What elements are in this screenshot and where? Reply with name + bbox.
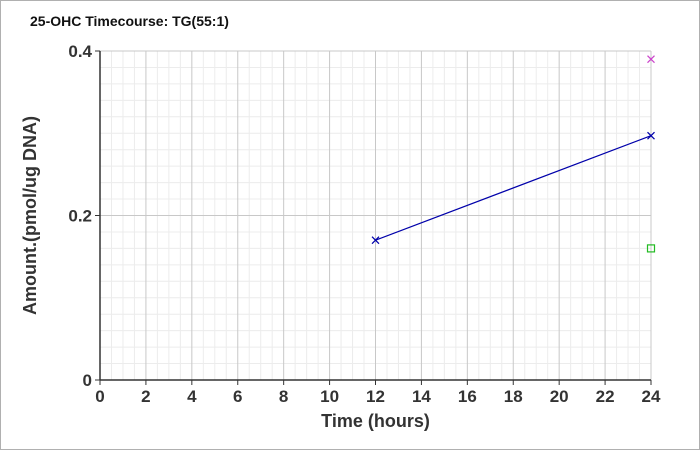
- x-tick-label: 4: [187, 387, 197, 406]
- x-tick-label: 10: [320, 387, 339, 406]
- x-tick-label: 6: [233, 387, 242, 406]
- data-point-x-marker: [647, 55, 655, 64]
- x-tick-label: 8: [279, 387, 288, 406]
- x-tick-label: 2: [141, 387, 150, 406]
- y-axis-label: Amount.(pmol/ug DNA): [20, 116, 40, 315]
- y-tick-label: 0.2: [68, 207, 92, 226]
- data-point-x-marker: [647, 131, 655, 140]
- x-tick-label: 14: [412, 387, 431, 406]
- x-tick-label: 0: [95, 387, 104, 406]
- series-line: [375, 135, 652, 241]
- axes: [95, 50, 652, 385]
- chart-title: 25-OHC Timecourse: TG(55:1): [30, 13, 229, 29]
- y-tick-label: 0: [83, 371, 92, 390]
- x-tick-label: 24: [642, 387, 661, 406]
- x-tick-label: 22: [596, 387, 615, 406]
- data-point-x-marker: [371, 236, 380, 245]
- y-tick-label: 0.4: [68, 42, 92, 61]
- x-tick-label: 16: [458, 387, 477, 406]
- x-tick-label: 20: [550, 387, 569, 406]
- x-tick-label: 12: [366, 387, 385, 406]
- x-axis-label: Time (hours): [321, 411, 430, 431]
- series-layer: [371, 55, 656, 253]
- data-point-square-marker: [646, 244, 656, 253]
- x-tick-label: 18: [504, 387, 523, 406]
